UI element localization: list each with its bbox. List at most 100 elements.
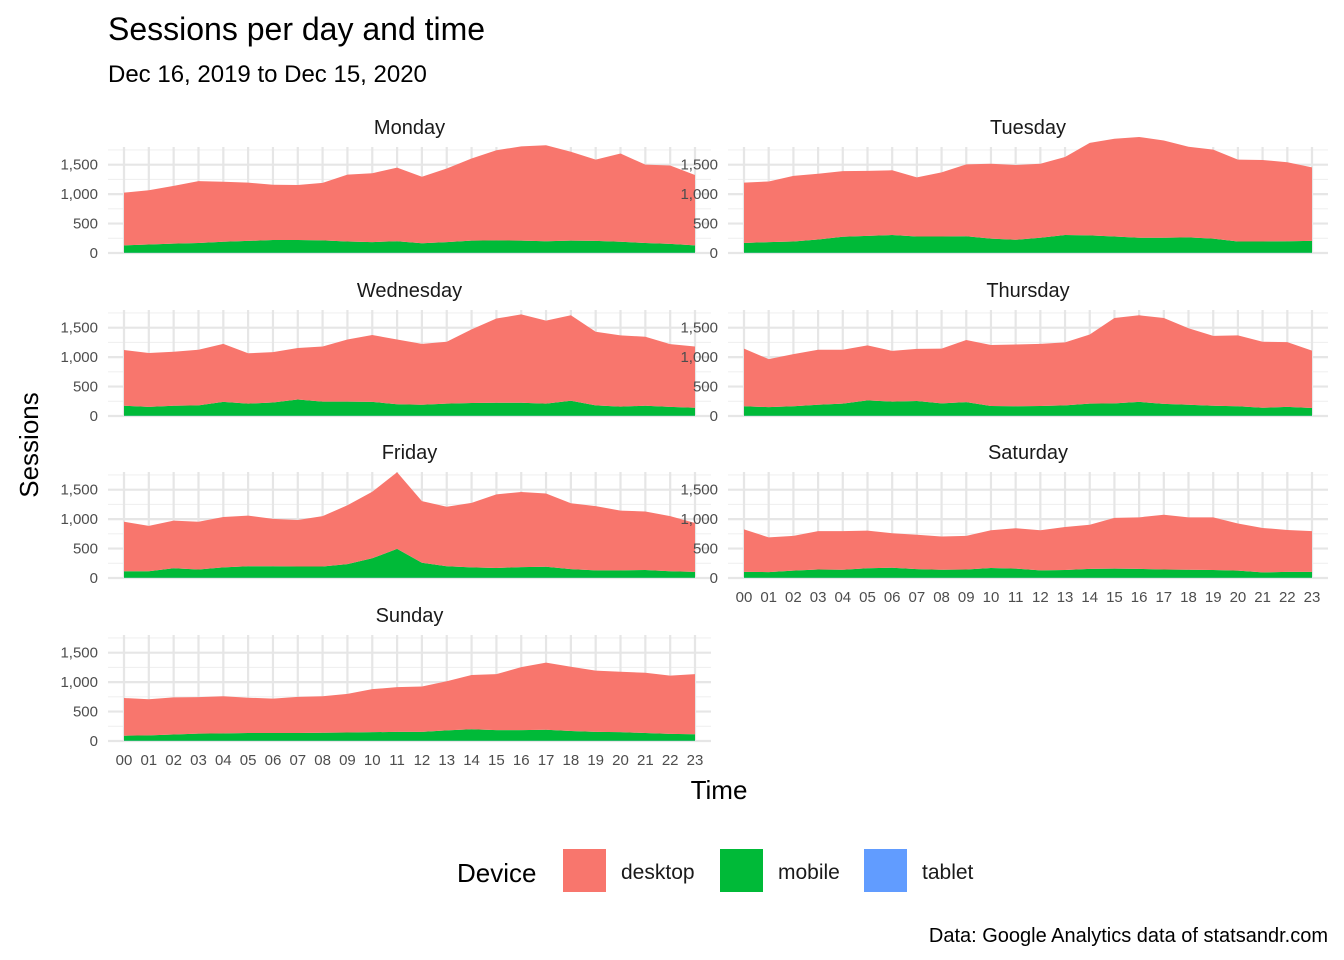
areas-thursday [744,315,1312,416]
area-desktop-friday [124,472,695,572]
y-tick-label: 1,500 [60,645,98,662]
x-tick-label: 08 [314,752,331,769]
y-tick-label: 0 [90,733,98,750]
y-tick-label: 1,000 [60,349,98,366]
panel-monday: Monday 0 500 1,000 1,500 [60,117,711,262]
area-mobile-friday [124,548,695,578]
area-mobile-wednesday [124,399,695,416]
areas-monday [124,145,695,253]
x-tick-label: 12 [1032,589,1049,606]
legend-title: Device [457,858,536,888]
y-tick-labels-friday: 0 500 1,000 1,500 [60,482,98,587]
y-tick-label: 500 [73,216,98,233]
x-tick-label: 19 [1205,589,1222,606]
x-tick-label: 11 [1008,589,1024,606]
area-mobile-saturday [744,567,1312,578]
y-tick-label: 500 [73,704,98,721]
x-tick-label: 06 [265,752,282,769]
x-tick-label: 12 [414,752,431,769]
x-tick-label: 05 [859,589,876,606]
x-tick-label: 02 [165,752,182,769]
x-tick-label: 01 [760,589,777,606]
y-tick-label: 500 [693,541,718,558]
x-tick-label: 01 [140,752,157,769]
x-tick-label: 15 [1106,589,1123,606]
x-tick-label: 06 [884,589,901,606]
x-tick-label: 20 [1230,589,1247,606]
chart-subtitle: Dec 16, 2019 to Dec 15, 2020 [108,61,427,88]
x-tick-label: 16 [513,752,530,769]
y-tick-label: 1,000 [680,186,718,203]
legend-label-mobile: mobile [778,861,840,884]
areas-sunday [124,662,695,741]
y-tick-label: 1,000 [60,186,98,203]
x-tick-label: 04 [834,589,851,606]
x-tick-label: 10 [364,752,381,769]
x-tick-label: 02 [785,589,802,606]
y-tick-label: 1,500 [680,157,718,174]
chart-caption: Data: Google Analytics data of statsandr… [929,925,1328,947]
legend-swatch-desktop [563,849,606,892]
legend-item-desktop: desktop [563,849,695,892]
x-tick-label: 18 [1180,589,1197,606]
legend: Device desktop mobile tablet [457,849,974,892]
panel-tuesday: Tuesday 0 500 1,000 1,500 [680,117,1328,262]
area-desktop-monday [124,145,695,246]
x-tick-label: 11 [389,752,405,769]
x-tick-label: 15 [488,752,505,769]
x-tick-label: 20 [612,752,629,769]
y-tick-label: 1,500 [60,157,98,174]
x-tick-label: 00 [116,752,133,769]
x-tick-label: 23 [1304,589,1321,606]
x-tick-label: 10 [983,589,1000,606]
legend-item-tablet: tablet [864,849,974,892]
strip-label-tuesday: Tuesday [990,117,1066,139]
x-tick-label: 22 [1279,589,1296,606]
strip-label-wednesday: Wednesday [357,280,462,302]
legend-swatch-mobile [720,849,763,892]
y-tick-label: 1,500 [680,482,718,499]
panel-saturday: Saturday 0 500 1,000 1,500 00 01 02 03 04 05 06 07 08… [680,442,1328,606]
y-tick-label: 0 [90,408,98,425]
legend-label-desktop: desktop [621,861,695,884]
x-tick-labels-saturday: 00 01 02 03 04 05 06 07 08 09 10 11 12 13 14 15 16 17 18 19… [736,589,1321,606]
x-tick-label: 08 [933,589,950,606]
area-desktop-sunday [124,662,695,736]
chart-title: Sessions per day and time [108,11,485,47]
x-tick-label: 14 [1081,589,1098,606]
x-tick-label: 17 [1155,589,1172,606]
y-tick-label: 1,500 [60,482,98,499]
x-tick-label: 03 [810,589,827,606]
x-tick-label: 03 [190,752,207,769]
areas-tuesday [744,136,1312,253]
y-tick-label: 0 [710,408,718,425]
areas-saturday [744,514,1312,578]
y-tick-label: 0 [710,245,718,262]
y-tick-label: 500 [73,379,98,396]
y-tick-labels-tuesday: 0 500 1,000 1,500 [680,157,718,262]
area-mobile-monday [124,240,695,253]
y-tick-label: 1,000 [680,511,718,528]
x-tick-label: 21 [637,752,654,769]
y-tick-label: 1,500 [680,320,718,337]
x-tick-label: 09 [958,589,975,606]
y-tick-label: 1,000 [60,511,98,528]
area-desktop-wednesday [124,314,695,408]
y-tick-label: 0 [90,245,98,262]
strip-label-friday: Friday [382,442,438,464]
panel-thursday: Thursday 0 500 1,000 1,500 [680,280,1328,425]
y-tick-label: 500 [693,379,718,396]
x-tick-label: 05 [240,752,257,769]
panel-sunday: Sunday 0 500 1,000 1,500 00 01 02 03 04 05 06 07 08 09… [60,605,711,769]
y-tick-labels-monday: 0 500 1,000 1,500 [60,157,98,262]
legend-label-tablet: tablet [922,861,974,884]
x-tick-label: 21 [1254,589,1271,606]
y-tick-label: 0 [90,570,98,587]
x-tick-label: 19 [587,752,604,769]
x-tick-label: 07 [289,752,306,769]
strip-label-saturday: Saturday [988,442,1068,464]
facet-panels: Monday05001,0001,500Tuesday05001,0001,50… [60,117,1328,769]
strip-label-monday: Monday [374,117,445,139]
x-tick-label: 18 [563,752,580,769]
